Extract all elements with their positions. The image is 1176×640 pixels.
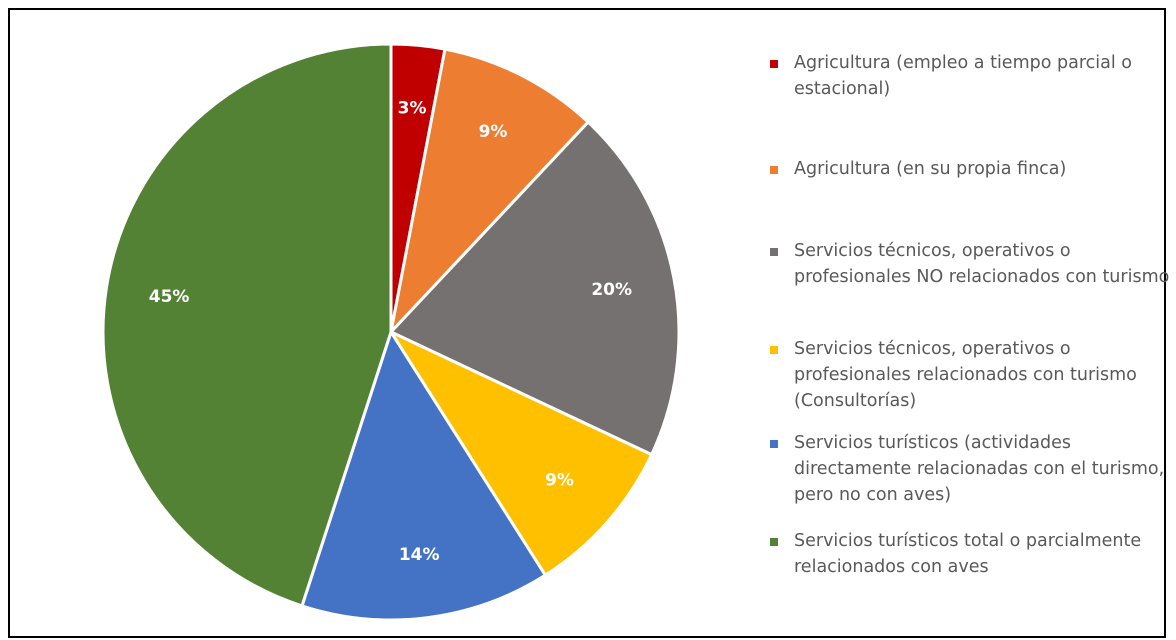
legend-swatch <box>770 248 778 256</box>
pie-slice <box>389 330 654 577</box>
legend-label: Servicios técnicos, operativos o profesi… <box>794 241 1170 287</box>
legend-label: Agricultura (empleo a tiempo parcial o e… <box>794 53 1132 99</box>
slice-data-label: 3% <box>398 98 427 118</box>
legend-label: Agricultura (en su propia finca) <box>794 159 1067 179</box>
slice-data-label: 20% <box>591 280 632 300</box>
chart-frame: 3% 9% 20% 9% 14% 45% Agricultura (empleo a ti… <box>8 8 1169 638</box>
legend-swatch <box>770 166 778 174</box>
slice-data-label: 14% <box>399 545 440 565</box>
pie-slice <box>101 42 393 608</box>
pie-slice <box>300 330 547 622</box>
slice-data-label: 9% <box>479 122 508 142</box>
pie-slice <box>389 120 681 457</box>
pie-slice <box>389 47 590 334</box>
legend-swatch <box>770 60 778 68</box>
slice-data-label: 45% <box>149 287 190 307</box>
legend-swatch <box>770 538 778 546</box>
slice-data-label: 9% <box>545 471 574 491</box>
legend-label: Servicios técnicos, operativos o profesi… <box>794 339 1137 411</box>
pie-chart: 3% 9% 20% 9% 14% 45% <box>101 42 681 622</box>
legend-label: Servicios turísticos total o parcialment… <box>794 531 1142 577</box>
legend-swatch <box>770 346 778 354</box>
legend-label: Servicios turísticos (actividades direct… <box>794 433 1165 505</box>
legend-swatch <box>770 440 778 448</box>
